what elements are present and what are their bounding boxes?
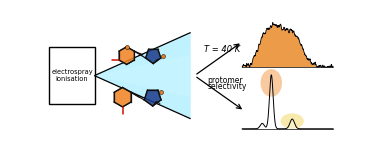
Polygon shape (146, 49, 161, 64)
Polygon shape (242, 75, 333, 129)
Ellipse shape (260, 69, 282, 97)
Polygon shape (114, 87, 131, 107)
Ellipse shape (280, 113, 304, 129)
FancyBboxPatch shape (49, 47, 95, 104)
Polygon shape (144, 90, 161, 106)
Text: electrospray
ionisation: electrospray ionisation (51, 69, 93, 82)
Point (124, 46, 130, 48)
Point (158, 91, 164, 93)
Text: protomer: protomer (208, 76, 243, 85)
Polygon shape (94, 32, 191, 119)
Polygon shape (242, 22, 333, 67)
Text: selectivity: selectivity (208, 82, 247, 91)
Point (160, 55, 166, 58)
Text: T = 40 K: T = 40 K (204, 45, 240, 54)
Polygon shape (119, 47, 134, 65)
Polygon shape (94, 54, 191, 97)
